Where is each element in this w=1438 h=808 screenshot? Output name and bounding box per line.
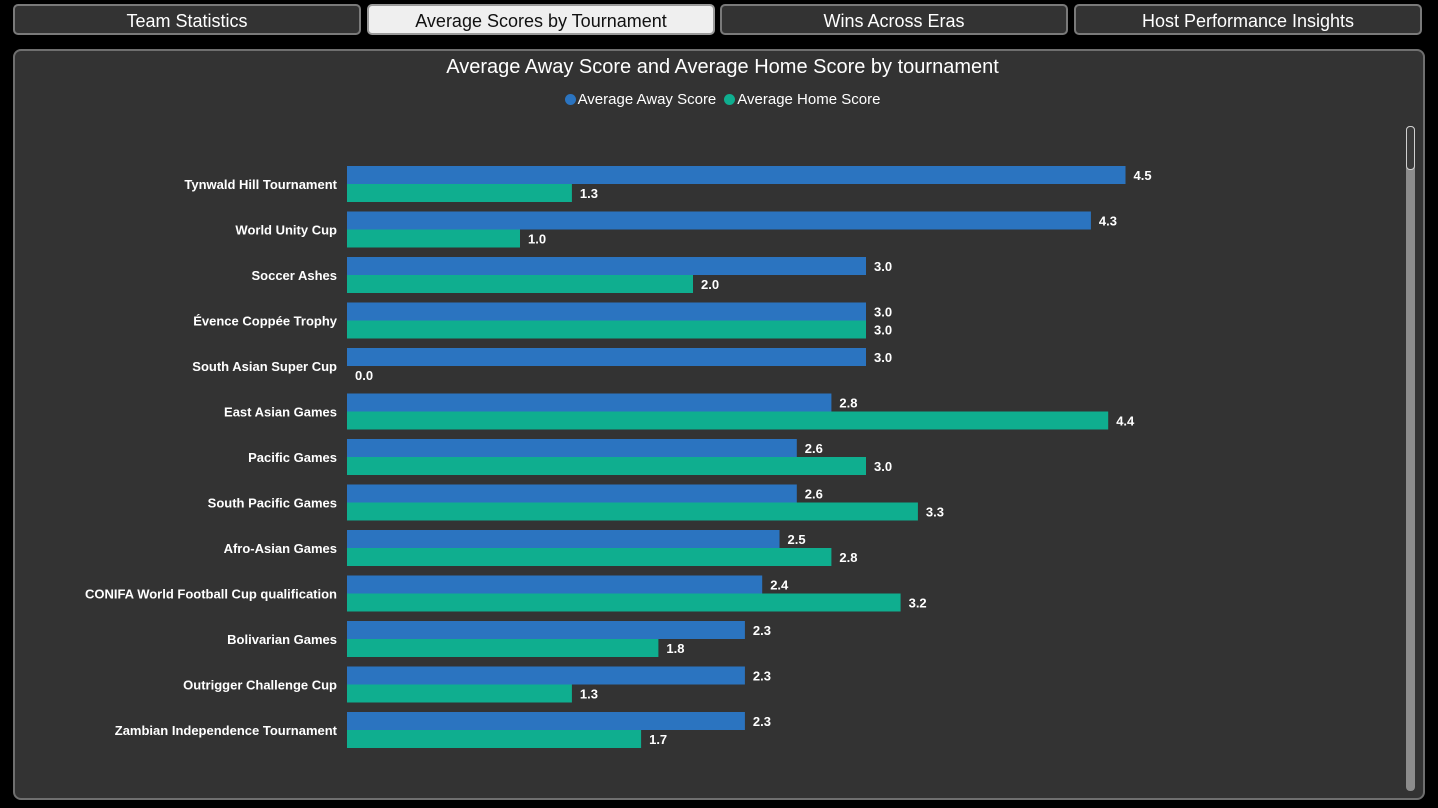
tab-host-performance[interactable]: Host Performance Insights — [1074, 4, 1422, 35]
bar-home[interactable] — [347, 229, 520, 248]
value-label: 1.3 — [580, 186, 598, 201]
category-label: World Unity Cup — [235, 223, 337, 238]
legend-swatch-home — [724, 94, 736, 105]
value-label: 2.3 — [753, 714, 771, 729]
category-label: CONIFA World Football Cup qualification — [85, 587, 337, 602]
bar-away[interactable] — [347, 666, 745, 685]
value-label: 2.6 — [805, 441, 823, 456]
category-label: Outrigger Challenge Cup — [183, 678, 337, 693]
bar-home[interactable] — [347, 502, 918, 521]
bar-away[interactable] — [347, 712, 745, 730]
bar-away[interactable] — [347, 621, 745, 639]
bar-away[interactable] — [347, 211, 1091, 230]
value-label: 2.4 — [770, 578, 789, 593]
category-label: Soccer Ashes — [251, 268, 337, 283]
bar-away[interactable] — [347, 393, 832, 412]
bar-away[interactable] — [347, 302, 866, 321]
bar-home[interactable] — [347, 639, 659, 657]
category-label: Zambian Independence Tournament — [115, 723, 338, 738]
value-label: 0.0 — [355, 368, 373, 383]
value-label: 2.8 — [839, 550, 857, 565]
value-label: 1.7 — [649, 732, 667, 747]
tab-bar: Team Statistics Average Scores by Tourna… — [13, 4, 1422, 37]
bar-away[interactable] — [347, 257, 866, 275]
value-label: 4.4 — [1116, 414, 1135, 429]
bar-chart: Tynwald Hill Tournament 4.5 1.3 World Unity… — [85, 166, 1152, 748]
value-label: 3.0 — [874, 305, 892, 320]
scrollbar-thumb[interactable] — [1406, 126, 1415, 170]
category-label: Tynwald Hill Tournament — [184, 177, 337, 192]
bar-away[interactable] — [347, 530, 780, 548]
value-label: 4.5 — [1134, 168, 1152, 183]
bar-home[interactable] — [347, 411, 1109, 430]
category-label: South Pacific Games — [208, 496, 337, 511]
value-label: 1.3 — [580, 687, 598, 702]
legend-label-home: Average Home Score — [737, 91, 881, 108]
value-label: 3.0 — [874, 350, 892, 365]
bar-home[interactable] — [347, 730, 642, 748]
bar-home[interactable] — [347, 320, 866, 339]
value-label: 2.3 — [753, 669, 771, 684]
tab-average-scores[interactable]: Average Scores by Tournament — [367, 4, 715, 35]
tab-wins-across-eras[interactable]: Wins Across Eras — [720, 4, 1068, 35]
bar-away[interactable] — [347, 484, 797, 503]
value-label: 4.3 — [1099, 214, 1117, 229]
chart-title: Average Away Score and Average Home Scor… — [446, 56, 999, 78]
legend: Average Away Score Average Home Score — [15, 91, 1430, 108]
bar-home[interactable] — [347, 684, 572, 703]
legend-item-home[interactable]: Average Home Score — [724, 91, 880, 108]
category-label: Bolivarian Games — [227, 632, 337, 647]
value-label: 1.8 — [666, 641, 684, 656]
bar-away[interactable] — [347, 575, 763, 594]
bar-away[interactable] — [347, 348, 866, 366]
scrollbar[interactable] — [1406, 126, 1415, 791]
bar-away[interactable] — [347, 166, 1126, 184]
category-label: Afro-Asian Games — [224, 541, 337, 556]
value-label: 2.8 — [839, 396, 857, 411]
value-label: 3.2 — [909, 596, 927, 611]
category-label: East Asian Games — [224, 405, 337, 420]
legend-item-away[interactable]: Average Away Score — [564, 91, 717, 108]
category-label: Évence Coppée Trophy — [193, 314, 338, 329]
value-label: 2.6 — [805, 487, 823, 502]
value-label: 3.0 — [874, 459, 892, 474]
bar-away[interactable] — [347, 439, 797, 457]
chart-panel: Average Away Score and Average Home Scor… — [13, 49, 1425, 800]
category-label: Pacific Games — [248, 450, 337, 465]
legend-label-away: Average Away Score — [577, 91, 717, 108]
bar-home[interactable] — [347, 275, 693, 293]
tab-team-statistics[interactable]: Team Statistics — [13, 4, 361, 35]
value-label: 1.0 — [528, 232, 546, 247]
bar-home[interactable] — [347, 548, 832, 566]
legend-swatch-away — [564, 94, 576, 105]
value-label: 3.3 — [926, 505, 944, 520]
category-label: South Asian Super Cup — [192, 359, 337, 374]
value-label: 2.0 — [701, 277, 719, 292]
value-label: 3.0 — [874, 259, 892, 274]
value-label: 2.3 — [753, 623, 771, 638]
bar-home[interactable] — [347, 457, 866, 475]
value-label: 2.5 — [788, 532, 806, 547]
value-label: 3.0 — [874, 323, 892, 338]
bar-home[interactable] — [347, 593, 901, 612]
bar-home[interactable] — [347, 184, 572, 202]
